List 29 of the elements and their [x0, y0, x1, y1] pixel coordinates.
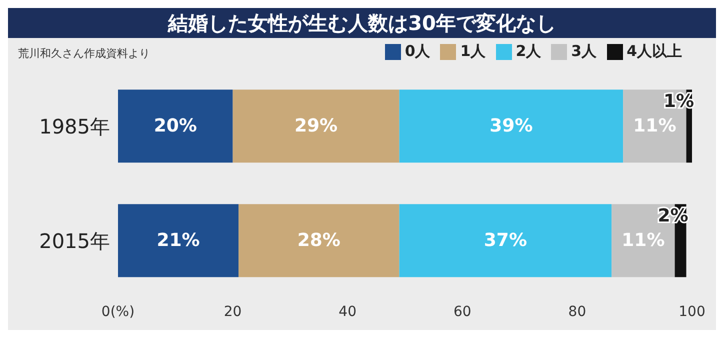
bar	[118, 90, 233, 163]
data-label: 29%	[294, 116, 338, 137]
chart-title: 結婚した女性が生む人数は30年で変化なし	[8, 8, 716, 38]
legend-label: 1人	[460, 42, 486, 60]
legend-label: 3人	[571, 42, 597, 60]
data-label: 28%	[297, 230, 340, 252]
data-label: 39%	[490, 116, 533, 137]
bar	[238, 204, 400, 278]
data-label: 21%	[156, 230, 200, 252]
legend-label: 2人	[516, 42, 542, 60]
legend-label: 0人	[404, 42, 430, 60]
bar	[118, 204, 239, 278]
data-label: 11%	[622, 230, 665, 252]
bar	[232, 90, 400, 163]
x-tick-label: 100	[678, 304, 706, 320]
data-label: 37%	[484, 230, 527, 252]
x-tick-label: 80	[568, 304, 586, 320]
x-tick-label: 60	[453, 304, 472, 320]
y-tick-label: 2015年	[39, 228, 110, 253]
x-tick-label: 0(%)	[101, 304, 135, 320]
y-tick-label: 1985年	[39, 114, 110, 138]
bar	[399, 204, 612, 278]
bar	[399, 90, 624, 163]
text: 荒川和久さん作成資料より	[18, 46, 150, 61]
x-tick-label: 20	[224, 304, 242, 320]
data-label: 20%	[154, 116, 197, 137]
x-tick-label: 40	[338, 304, 357, 320]
legend-label: 4人以上	[626, 42, 682, 60]
data-label: 11%	[633, 116, 676, 137]
